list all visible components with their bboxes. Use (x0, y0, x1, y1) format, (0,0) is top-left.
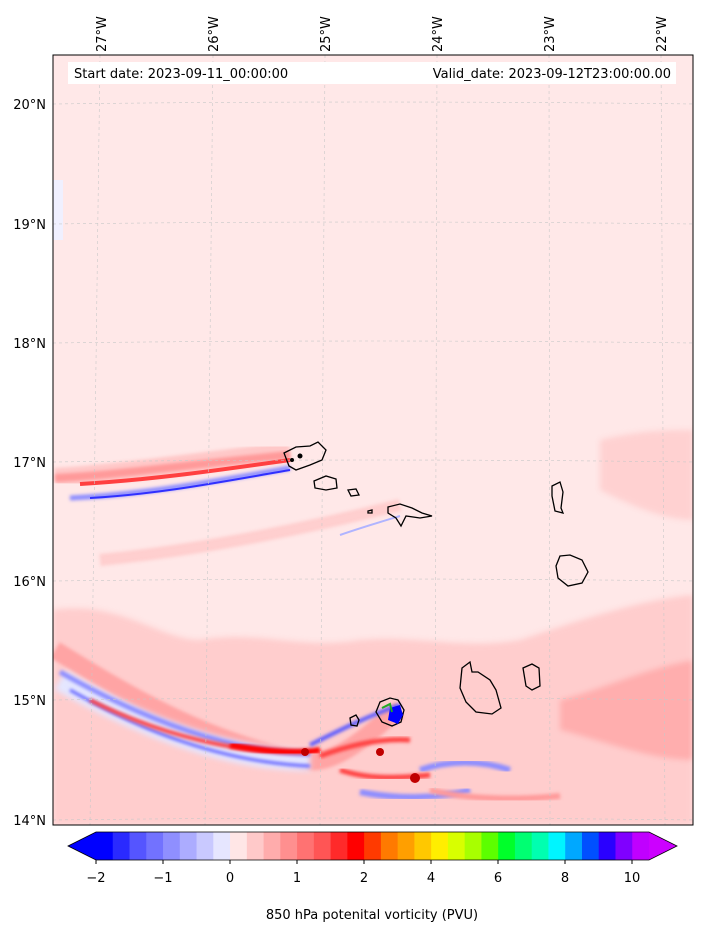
colorbar-tick-label: −1 (153, 871, 172, 886)
colorbar-cell (565, 832, 583, 860)
colorbar-cell (397, 832, 415, 860)
northern-wake (54, 442, 292, 501)
colorbar-cell (581, 832, 600, 860)
colorbar-cell (414, 832, 432, 860)
colorbar-cell (347, 832, 365, 860)
island-raso (367, 509, 373, 514)
vorticity-field (53, 55, 693, 825)
coastlines (283, 441, 589, 727)
colorbar-tick-label: 6 (494, 871, 502, 886)
colorbar-ticks (95, 860, 633, 864)
lat-labels: 20°N 19°N 18°N 17°N 16°N 15°N 14°N (13, 98, 46, 829)
lat-label: 14°N (13, 814, 46, 829)
lat-label: 20°N (13, 98, 46, 113)
colorbar-cell (297, 832, 315, 860)
colorbar-tick-label: 1 (293, 871, 301, 886)
colorbar-cell (364, 832, 382, 860)
colorbar-tick-label: 0 (226, 871, 234, 886)
colorbar-cell (330, 832, 348, 860)
colorbar-cell (498, 832, 516, 860)
lat-label: 19°N (13, 218, 46, 233)
colorbar-cell (598, 832, 617, 860)
colorbar-cell (280, 832, 298, 860)
island-sao-nicolau (387, 503, 433, 528)
lon-label: 26°W (207, 16, 222, 52)
colorbar-cell (632, 832, 650, 860)
valid-date: Valid_date: 2023-09-12T23:00:00.00 (433, 67, 671, 82)
colorbar-tick-label: 4 (427, 871, 435, 886)
lon-label: 22°W (655, 16, 670, 52)
colorbar-cell (146, 832, 164, 860)
lat-label: 18°N (13, 337, 46, 352)
colorbar-cell (313, 832, 332, 860)
island-santa-luzia (347, 488, 360, 497)
colorbar-cell (230, 832, 248, 860)
santo-antao-peak (297, 453, 303, 459)
colorbar-cell (129, 832, 147, 860)
colorbar-cell (615, 832, 633, 860)
colorbar-cell (531, 832, 550, 860)
island-santiago (459, 660, 502, 715)
island-brava (349, 714, 360, 727)
colorbar-cell (380, 832, 399, 860)
lon-label: 23°W (543, 16, 558, 52)
colorbar-cell (447, 832, 466, 860)
colorbar-caption: 850 hPa potenital vorticity (PVU) (266, 908, 478, 923)
gridlines (53, 55, 693, 825)
colorbar-cell (464, 832, 483, 860)
lat-label: 16°N (13, 575, 46, 590)
colorbar-cell (196, 832, 214, 860)
colorbar-cell (179, 832, 198, 860)
map-frame (52, 54, 694, 826)
colorbar-under-arrow (68, 832, 96, 860)
island-maio (522, 663, 541, 691)
colorbar-cell (263, 832, 281, 860)
colorbar-cell (96, 832, 114, 860)
colorbar-cell (163, 832, 181, 860)
colorbar-cell (514, 832, 533, 860)
field-west-edge-blue (53, 180, 63, 240)
colorbar-cell (112, 832, 131, 860)
island-santo-antao (283, 441, 327, 471)
colorbar-cell (246, 832, 265, 860)
island-sal (551, 481, 565, 514)
colorbar-cell (213, 832, 231, 860)
faint-streak (99, 499, 402, 566)
colorbar-tick-label: 10 (624, 871, 641, 886)
lon-label: 25°W (319, 16, 334, 52)
southern-wake (53, 642, 561, 802)
island-sao-vicente (313, 475, 338, 491)
santo-antao-peak-2 (290, 458, 294, 462)
lat-label: 17°N (13, 456, 46, 471)
start-date: Start date: 2023-09-11_00:00:00 (74, 67, 288, 82)
lon-label: 27°W (95, 16, 110, 52)
header-box (68, 62, 676, 84)
colorbar-cells (96, 832, 650, 860)
lat-label: 15°N (13, 694, 46, 709)
island-boa-vista (555, 554, 589, 587)
lon-labels: 27°W 26°W 25°W 24°W 23°W 22°W (95, 16, 670, 52)
southern-pink-area (53, 430, 693, 825)
colorbar-cell (481, 832, 499, 860)
colorbar-tick-label: 8 (561, 871, 569, 886)
colorbar-tick-label: −2 (86, 871, 105, 886)
fogo-green-anomaly (381, 702, 393, 713)
colorbar-over-arrow (649, 832, 677, 860)
island-fogo (375, 697, 405, 727)
lon-label: 24°W (431, 16, 446, 52)
colorbar-cell (431, 832, 449, 860)
colorbar-cell (548, 832, 566, 860)
colorbar: −2 −1 0 1 2 4 6 8 10 850 hPa potenital v… (67, 831, 678, 923)
colorbar-tick-label: 2 (360, 871, 368, 886)
